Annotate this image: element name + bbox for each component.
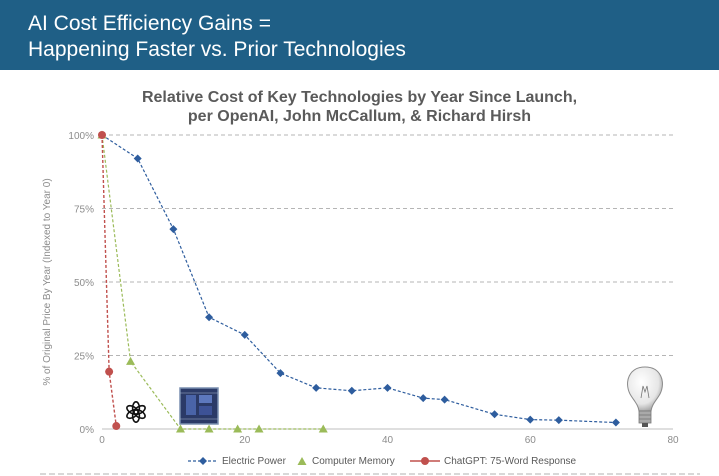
data-point-electric-power xyxy=(312,383,321,392)
data-point-computer-memory xyxy=(204,424,214,433)
light-bulb-icon xyxy=(627,366,663,427)
slide-title-line-1: AI Cost Efficiency Gains = xyxy=(28,12,271,35)
data-point-electric-power xyxy=(276,369,285,378)
plot-icons xyxy=(126,366,663,427)
y-tick-label: 100% xyxy=(68,131,94,142)
y-axis-label: % of Original Price By Year (Indexed to … xyxy=(42,178,53,385)
x-tick-label: 20 xyxy=(239,435,251,446)
data-point-computer-memory xyxy=(176,424,186,433)
x-tick-label: 60 xyxy=(525,435,537,446)
data-point-electric-power xyxy=(347,386,356,395)
series-line-chatgpt-75-word-response xyxy=(101,134,117,427)
y-tick-label: 75% xyxy=(74,205,94,216)
data-point-chatgpt-75-word-response xyxy=(98,131,106,139)
data-point-computer-memory xyxy=(126,356,136,365)
chart-title: Relative Cost of Key Technologies by Yea… xyxy=(0,88,719,126)
y-tick-label: 25% xyxy=(74,352,94,363)
x-tick-label: 0 xyxy=(99,435,105,446)
slide-header: AI Cost Efficiency Gains = Happening Fas… xyxy=(0,0,719,70)
memory-chip-icon xyxy=(179,387,219,425)
chart-title-line-2: per OpenAI, John McCallum, & Richard Hir… xyxy=(187,108,532,125)
legend-marker-circle-icon xyxy=(410,457,440,466)
y-tick-label: 50% xyxy=(74,278,94,289)
data-point-electric-power xyxy=(554,416,563,425)
data-point-electric-power xyxy=(440,395,449,404)
data-point-electric-power xyxy=(240,330,249,339)
data-point-computer-memory xyxy=(318,424,328,433)
data-point-electric-power xyxy=(490,410,499,419)
data-point-computer-memory xyxy=(254,424,264,433)
legend-item-chatgpt: ChatGPT: 75-Word Response xyxy=(410,456,576,467)
x-tick-label: 40 xyxy=(382,435,394,446)
data-point-electric-power xyxy=(419,394,428,403)
data-point-chatgpt-75-word-response xyxy=(105,367,114,376)
y-tick-label: 0% xyxy=(80,425,95,436)
data-point-electric-power xyxy=(205,313,214,322)
series-line-electric-power xyxy=(101,134,616,424)
slide-title-line-2: Happening Faster vs. Prior Technologies xyxy=(28,38,406,61)
chart-title-line-1: Relative Cost of Key Technologies by Yea… xyxy=(141,89,578,106)
legend-label-chatgpt: ChatGPT: 75-Word Response xyxy=(444,456,577,467)
legend-label-electric-power: Electric Power xyxy=(222,456,286,467)
series-line-computer-memory xyxy=(101,134,324,430)
data-point-electric-power xyxy=(169,225,178,234)
legend-item-computer-memory: Computer Memory xyxy=(296,456,395,467)
chart-legend: Electric Power Computer Memory ChatGPT: … xyxy=(0,455,719,471)
openai-logo-icon xyxy=(126,401,146,423)
x-tick-label: 80 xyxy=(667,435,679,446)
data-point-electric-power xyxy=(133,154,142,163)
data-point-electric-power xyxy=(526,415,535,424)
legend-item-electric-power: Electric Power xyxy=(188,456,286,467)
data-point-electric-power xyxy=(611,418,620,427)
data-point-computer-memory xyxy=(233,424,243,433)
legend-marker-diamond-icon xyxy=(188,457,218,466)
legend-marker-triangle-icon xyxy=(297,457,307,466)
data-point-electric-power xyxy=(383,383,392,392)
footnote-strip xyxy=(40,473,700,475)
legend-label-computer-memory: Computer Memory xyxy=(312,456,395,467)
data-point-chatgpt-75-word-response xyxy=(112,422,121,431)
